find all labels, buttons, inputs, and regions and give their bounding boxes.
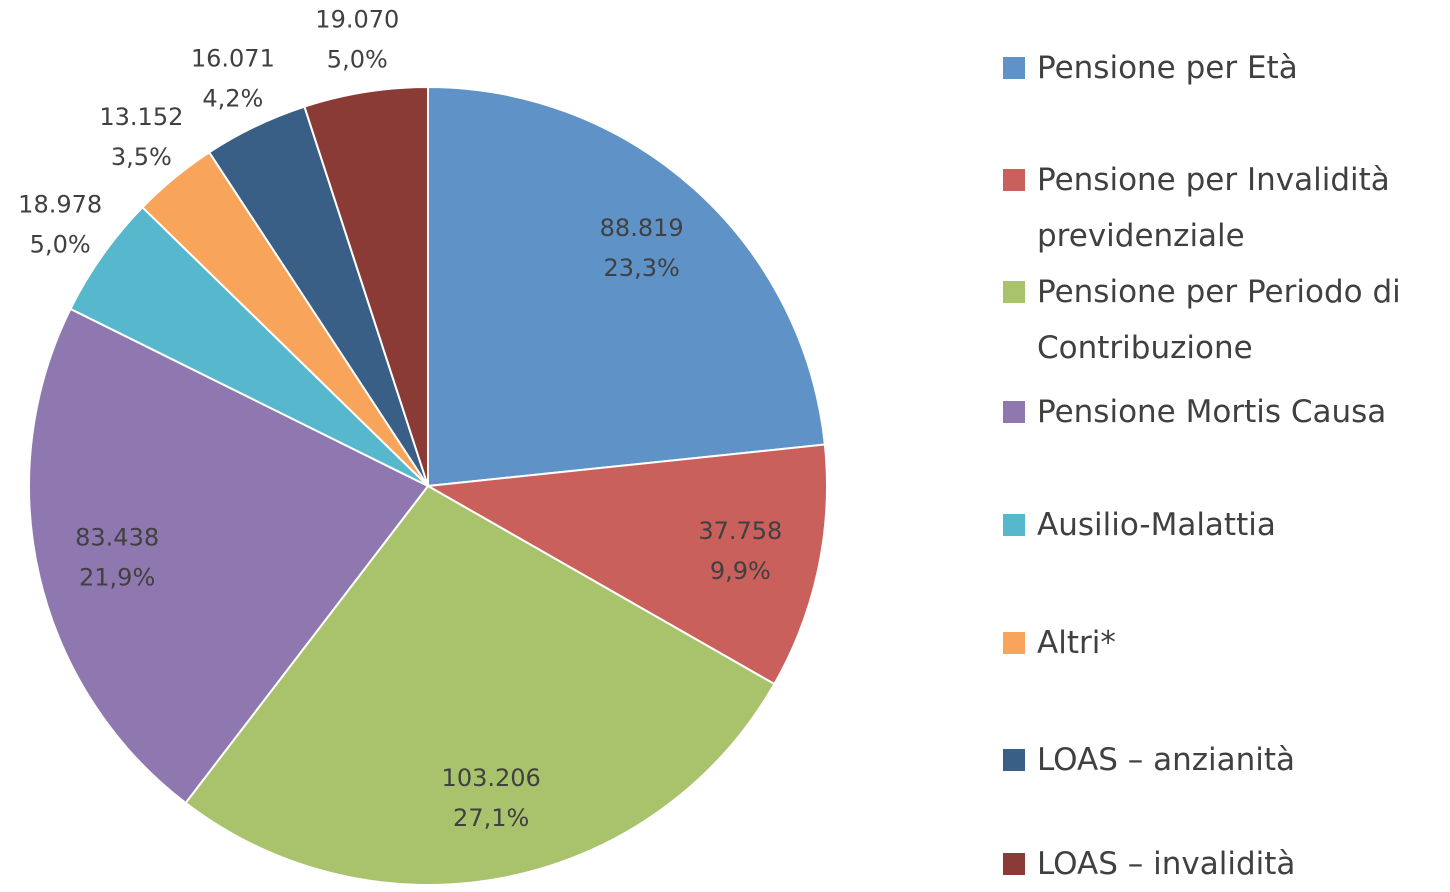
percent-label: 21,9% <box>79 563 155 591</box>
legend-item: LOAS – anzianità <box>1003 732 1448 788</box>
percent-label: 27,1% <box>453 804 529 832</box>
pie-slice <box>427 85 826 488</box>
data-label: 16.071 <box>191 45 275 73</box>
percent-label: 3,5% <box>111 143 172 171</box>
legend-item: Pensione per Invalidità previdenziale <box>1003 152 1448 264</box>
data-label: 37.758 <box>698 517 782 545</box>
legend-label: LOAS – invalidità <box>1037 846 1296 882</box>
legend-item: Pensione per Periodo di Contribuzione <box>1003 264 1448 376</box>
legend-swatch <box>1003 401 1025 423</box>
percent-label: 5,0% <box>327 46 388 74</box>
percent-label: 5,0% <box>30 230 91 258</box>
legend-label: LOAS – anzianità <box>1037 742 1296 778</box>
pie-slice <box>303 85 429 487</box>
data-label: 83.438 <box>75 523 159 551</box>
legend-swatch <box>1003 853 1025 875</box>
legend-label: Altri* <box>1037 625 1116 661</box>
pie-slice <box>184 484 776 886</box>
legend-label: Pensione per Invalidità previdenziale <box>1037 162 1390 254</box>
legend-item: Ausilio-Malattia <box>1003 497 1448 553</box>
legend-item: Pensione per Età <box>1003 40 1448 96</box>
legend-label: Ausilio-Malattia <box>1037 507 1276 543</box>
legend-label: Pensione per Periodo di Contribuzione <box>1037 274 1401 366</box>
legend-swatch <box>1003 514 1025 536</box>
chart: 88.819 23,3% 37.758 9,9% 103.206 27,1% 83.438 2… <box>18 6 828 886</box>
percent-label: 9,9% <box>710 557 771 585</box>
legend-swatch <box>1003 281 1025 303</box>
legend-swatch <box>1003 749 1025 771</box>
legend-item: Pensione Mortis Causa <box>1003 384 1448 440</box>
legend-label: Pensione per Età <box>1037 50 1298 86</box>
data-label: 103.206 <box>442 764 541 792</box>
legend-swatch <box>1003 57 1025 79</box>
data-label: 13.152 <box>99 103 183 131</box>
legend-label: Pensione Mortis Causa <box>1037 394 1387 430</box>
pie-slice <box>424 443 828 686</box>
legend-swatch <box>1003 632 1025 654</box>
percent-label: 23,3% <box>604 254 680 282</box>
legend-swatch <box>1003 169 1025 191</box>
legend-item: LOAS – invalidità <box>1003 836 1448 892</box>
data-label: 19.070 <box>315 6 399 34</box>
legend-item: Altri* <box>1003 615 1448 671</box>
pie-slice <box>28 307 430 805</box>
percent-label: 4,2% <box>202 85 263 113</box>
data-label: 88.819 <box>600 214 684 242</box>
data-label: 18.978 <box>18 190 102 218</box>
